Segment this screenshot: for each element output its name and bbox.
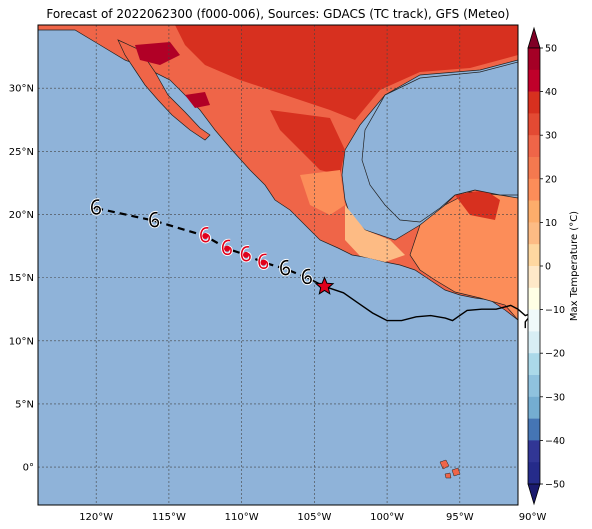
map-frame bbox=[37, 24, 519, 506]
cyclone-icon bbox=[301, 267, 313, 286]
land-hottest-patch-2 bbox=[185, 92, 210, 108]
colorbar-tick-label: 10 bbox=[545, 218, 557, 229]
colorbar-tick-label: −50 bbox=[545, 480, 565, 491]
colorbar-band bbox=[528, 353, 540, 376]
cyclone-icon bbox=[257, 252, 270, 270]
lat-tick-label: 5°N bbox=[15, 399, 34, 410]
colorbar-extend-max bbox=[527, 26, 541, 49]
lon-tick-label: 90°W bbox=[519, 512, 547, 523]
colorbar-band bbox=[528, 287, 540, 310]
land-highland-north bbox=[175, 25, 518, 120]
colorbar-band bbox=[528, 91, 540, 114]
colorbar-band bbox=[528, 462, 540, 485]
land-central-america bbox=[409, 191, 518, 321]
colorbar-tick-label: −20 bbox=[545, 349, 565, 360]
lon-tick-label: 100°W bbox=[370, 512, 404, 523]
colorbar-band bbox=[528, 440, 540, 463]
colorbar-tick-label: 20 bbox=[545, 174, 557, 185]
cyclone-icon bbox=[199, 226, 212, 244]
colorbar-tick-label: 30 bbox=[545, 131, 557, 142]
colorbar-band bbox=[528, 331, 540, 354]
colorbar-tick-label: −30 bbox=[545, 392, 565, 403]
colorbar-tick-label: 40 bbox=[545, 87, 557, 98]
lat-tick-label: 0° bbox=[23, 463, 34, 474]
graticule bbox=[38, 25, 518, 505]
cyclone-icon bbox=[279, 259, 292, 277]
gulf-of-mexico bbox=[361, 61, 518, 223]
past-track-line bbox=[324, 285, 535, 329]
lat-tick-label: 10°N bbox=[9, 336, 34, 347]
lon-tick-label: 110°W bbox=[225, 512, 259, 523]
land-hottest-patch bbox=[135, 42, 180, 65]
colorbar-band bbox=[528, 48, 540, 71]
colorbar-band bbox=[528, 266, 540, 289]
colorbar-tick-label: −10 bbox=[545, 305, 565, 316]
latitude-ticks: 0° 5°N 10°N 15°N 20°N 25°N 30°N bbox=[9, 84, 34, 474]
lon-tick-label: 120°W bbox=[79, 512, 113, 523]
lon-tick-label: 95°W bbox=[446, 512, 474, 523]
star-icon bbox=[314, 276, 335, 295]
colorbar-band bbox=[528, 375, 540, 398]
lat-tick-label: 25°N bbox=[9, 147, 34, 158]
cyclone-icon bbox=[221, 238, 233, 257]
colorbar-tick-label: 50 bbox=[545, 44, 557, 55]
colorbar-band bbox=[528, 178, 540, 201]
cyclone-icon bbox=[90, 198, 102, 216]
longitude-ticks: 120°W 115°W 110°W 105°W 100°W 95°W 90°W bbox=[79, 512, 546, 523]
land-yucatan-hot bbox=[455, 190, 500, 220]
cyclone-icon bbox=[148, 211, 161, 229]
lon-tick-label: 105°W bbox=[297, 512, 331, 523]
colorbar-label: Max Temperature (°C) bbox=[569, 211, 580, 321]
land-highland-central bbox=[270, 110, 345, 175]
colorbar-tick-label: 0 bbox=[545, 262, 551, 273]
cyclone-track bbox=[90, 198, 535, 329]
colorbar-band bbox=[528, 157, 540, 180]
colorbar-band bbox=[528, 244, 540, 267]
colorbar-band bbox=[528, 222, 540, 245]
colorbar-extend-min bbox=[527, 483, 541, 506]
lat-tick-label: 30°N bbox=[9, 84, 34, 95]
colorbar-tick-label: −40 bbox=[545, 436, 565, 447]
lon-tick-label: 115°W bbox=[152, 512, 186, 523]
colorbar-band bbox=[528, 418, 540, 441]
colorbar: 50 40 30 20 10 0 −10 −20 −30 −40 −50 Max Temperatur… bbox=[527, 26, 580, 506]
colorbar-band bbox=[528, 309, 540, 332]
cyclone-icon bbox=[239, 245, 252, 263]
colorbar-band bbox=[528, 135, 540, 158]
land-mexico bbox=[38, 25, 518, 321]
colorbar-band bbox=[528, 113, 540, 136]
colorbar-band bbox=[528, 396, 540, 419]
colorbar-band bbox=[528, 200, 540, 223]
colorbar-band bbox=[528, 69, 540, 92]
map-title: Forecast of 2022062300 (f000-006), Sourc… bbox=[46, 7, 510, 21]
lat-tick-label: 15°N bbox=[9, 273, 34, 284]
land-baja-california bbox=[117, 39, 211, 141]
lat-tick-label: 20°N bbox=[9, 210, 34, 221]
land-plateau-2 bbox=[300, 170, 345, 215]
land-plateau bbox=[345, 205, 405, 262]
